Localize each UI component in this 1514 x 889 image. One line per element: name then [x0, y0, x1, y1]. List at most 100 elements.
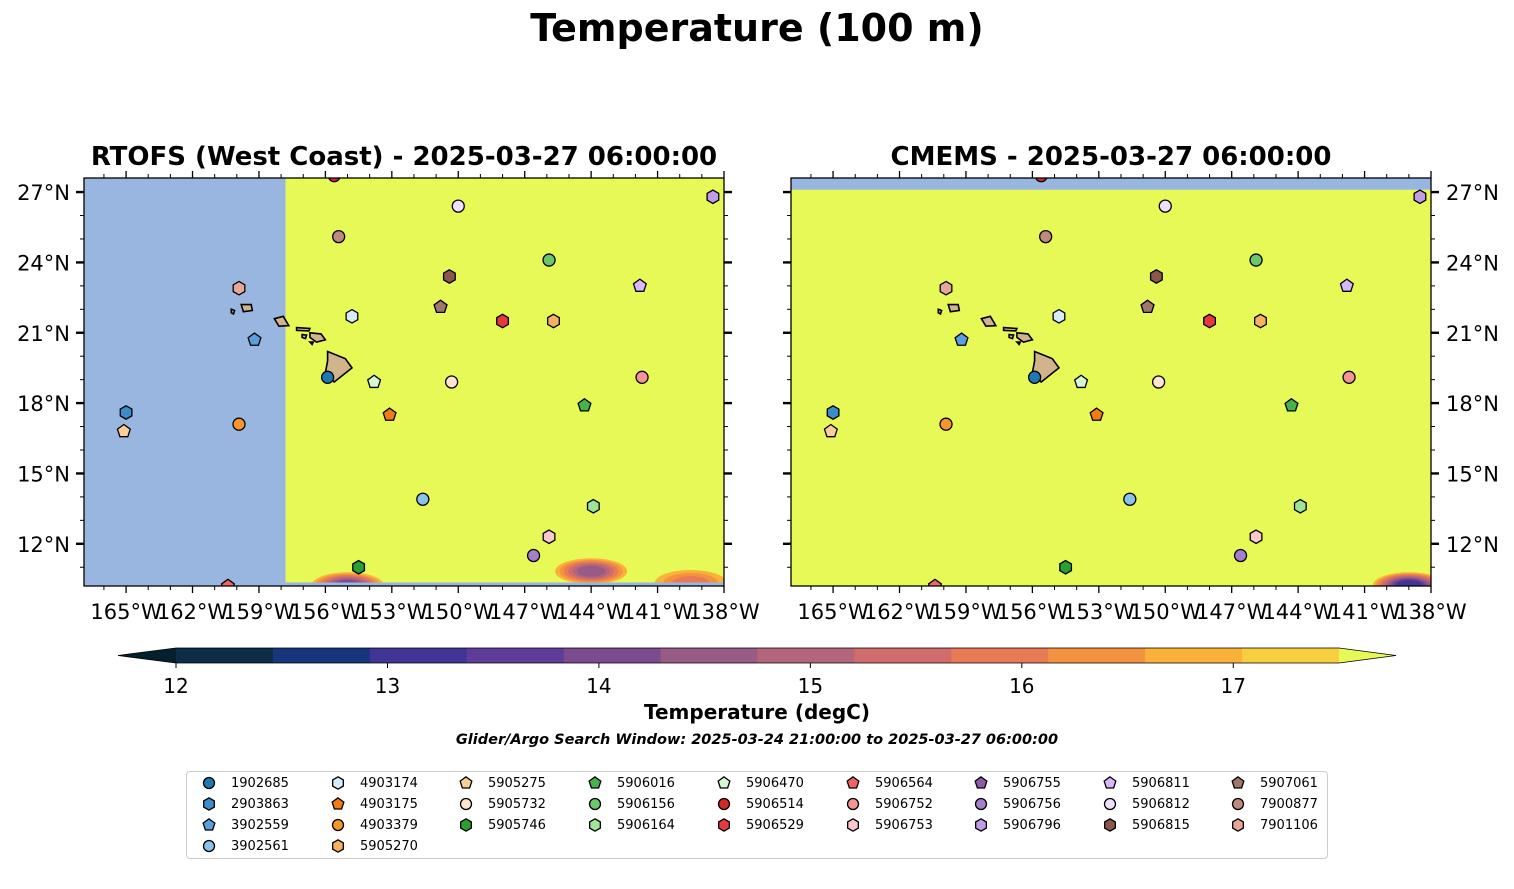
map-panel-cmems: 165°W162°W159°W156°W153°W150°W147°W144°W…: [783, 171, 1499, 624]
colorbar-under-arrow: [118, 648, 176, 663]
legend-label: 4903175: [360, 796, 418, 812]
float-marker-5907061: [433, 299, 448, 314]
legend-marker: [1231, 797, 1245, 811]
float-marker-5906753: [542, 529, 556, 545]
island-maui: [309, 331, 327, 343]
panel-title-rtofs: RTOFS (West Coast) - 2025-03-27 06:00:00: [90, 142, 718, 172]
legend-marker: [846, 776, 860, 789]
island-lanai: [301, 333, 308, 340]
colorbar-bin: [272, 648, 371, 663]
colorbar-over-arrow: [1339, 648, 1396, 663]
legend-marker: [1231, 776, 1245, 789]
float-marker-5906529: [496, 313, 510, 329]
legend-marker-5906815: [1104, 818, 1116, 832]
float-marker-2903863: [826, 405, 840, 420]
y-tick-label: 15°N: [17, 462, 70, 486]
legend-marker: [202, 776, 216, 790]
legend-marker: [846, 797, 860, 811]
island-kauai: [947, 303, 961, 313]
float-marker-4903175: [382, 407, 397, 421]
legend-marker: [717, 776, 731, 789]
colorbar-tick-label: 16: [1009, 674, 1034, 698]
colorbar: 12 13 14 15 16 17: [117, 647, 1397, 698]
legend-item: 5906156: [587, 796, 675, 812]
float-marker-5906016: [1284, 397, 1299, 412]
float-marker-5906756: [526, 548, 541, 563]
legend-marker: [459, 776, 473, 789]
map-panel-rtofs: 165°W162°W159°W156°W153°W150°W147°W144°W…: [17, 171, 760, 624]
legend-marker-4903174: [332, 776, 344, 790]
legend-marker: [460, 818, 472, 832]
legend-marker-5905746: [460, 818, 472, 832]
colorbar-tick-label: 17: [1221, 674, 1246, 698]
x-tick-label: 147°W: [1196, 600, 1268, 624]
legend-label: 5906529: [746, 817, 804, 833]
legend-item: 7901106: [1230, 817, 1318, 833]
temperature-field: [791, 178, 1431, 586]
float-marker-5906796: [1413, 189, 1427, 205]
legend-marker-5906016: [588, 776, 602, 789]
x-tick-label: 147°W: [489, 600, 561, 624]
legend-item: 7900877: [1230, 796, 1318, 812]
float-marker-5906470: [366, 374, 382, 389]
legend-item: 5905732: [458, 796, 546, 812]
legend-label: 5905732: [488, 796, 546, 812]
float-marker-7901106: [232, 280, 246, 296]
legend-marker: [588, 797, 602, 811]
legend-label: 5906796: [1003, 817, 1061, 833]
y-tick-label: 18°N: [1446, 392, 1499, 416]
legend-marker: [459, 797, 473, 811]
colorbar-bin: [563, 648, 662, 663]
legend-marker-5906529: [718, 818, 730, 832]
legend-marker-4903379: [331, 818, 345, 832]
legend-item: 4903174: [330, 775, 418, 791]
float-marker-5906514: [328, 178, 341, 183]
float-marker-4903379: [232, 417, 246, 431]
float-marker-3902559: [954, 332, 969, 346]
legend-label: 3902561: [231, 838, 289, 854]
legend-marker-5906812: [1103, 797, 1117, 811]
x-tick-label: 141°W: [1329, 600, 1401, 624]
float-marker-5905275: [823, 423, 839, 438]
x-tick-label: 144°W: [555, 600, 627, 624]
legend-item: 5906815: [1102, 817, 1190, 833]
x-tick-label: 153°W: [356, 600, 428, 624]
float-marker-4903174: [345, 308, 359, 324]
legend-label: 5906016: [617, 775, 675, 791]
float-marker-5906470: [1073, 374, 1089, 389]
legend-marker-2903863: [203, 797, 215, 811]
map-frame: [790, 177, 1432, 587]
float-marker-5906811: [632, 278, 648, 292]
colorbar-bin: [660, 648, 758, 663]
legend-label: 5906752: [875, 796, 933, 812]
legend-item: 5906811: [1102, 775, 1190, 791]
colorbar-bin: [1242, 648, 1340, 663]
legend-marker-1902685: [202, 776, 216, 790]
legend-item: 5906529: [716, 817, 804, 833]
legend-marker-5906164: [589, 818, 601, 832]
float-marker-5906156: [1249, 253, 1263, 267]
x-tick-label: 153°W: [1063, 600, 1135, 624]
island-maui: [1016, 331, 1034, 343]
float-marker-3902559: [247, 332, 262, 346]
float-marker-2903863: [119, 405, 133, 420]
legend-label: 7900877: [1260, 796, 1318, 812]
x-tick-label: 162°W: [157, 600, 229, 624]
island-oahu: [273, 315, 291, 328]
colorbar-bin: [757, 648, 855, 663]
legend-label: 4903174: [360, 775, 418, 791]
legend-marker-4903175: [331, 797, 345, 810]
legend-item: 5905746: [458, 817, 546, 833]
float-marker-3902561: [416, 492, 430, 506]
x-tick-label: 159°W: [223, 600, 295, 624]
float-marker-7900877: [1039, 229, 1053, 244]
legend-item: 1902685: [201, 775, 289, 791]
y-tick-label: 18°N: [17, 392, 70, 416]
float-marker-5907061: [1140, 299, 1155, 314]
island-lanai: [1008, 333, 1015, 340]
float-marker-5906752: [1342, 370, 1356, 384]
legend-marker: [1104, 818, 1116, 832]
legend-marker: [332, 839, 344, 853]
map-frame: [83, 177, 725, 587]
